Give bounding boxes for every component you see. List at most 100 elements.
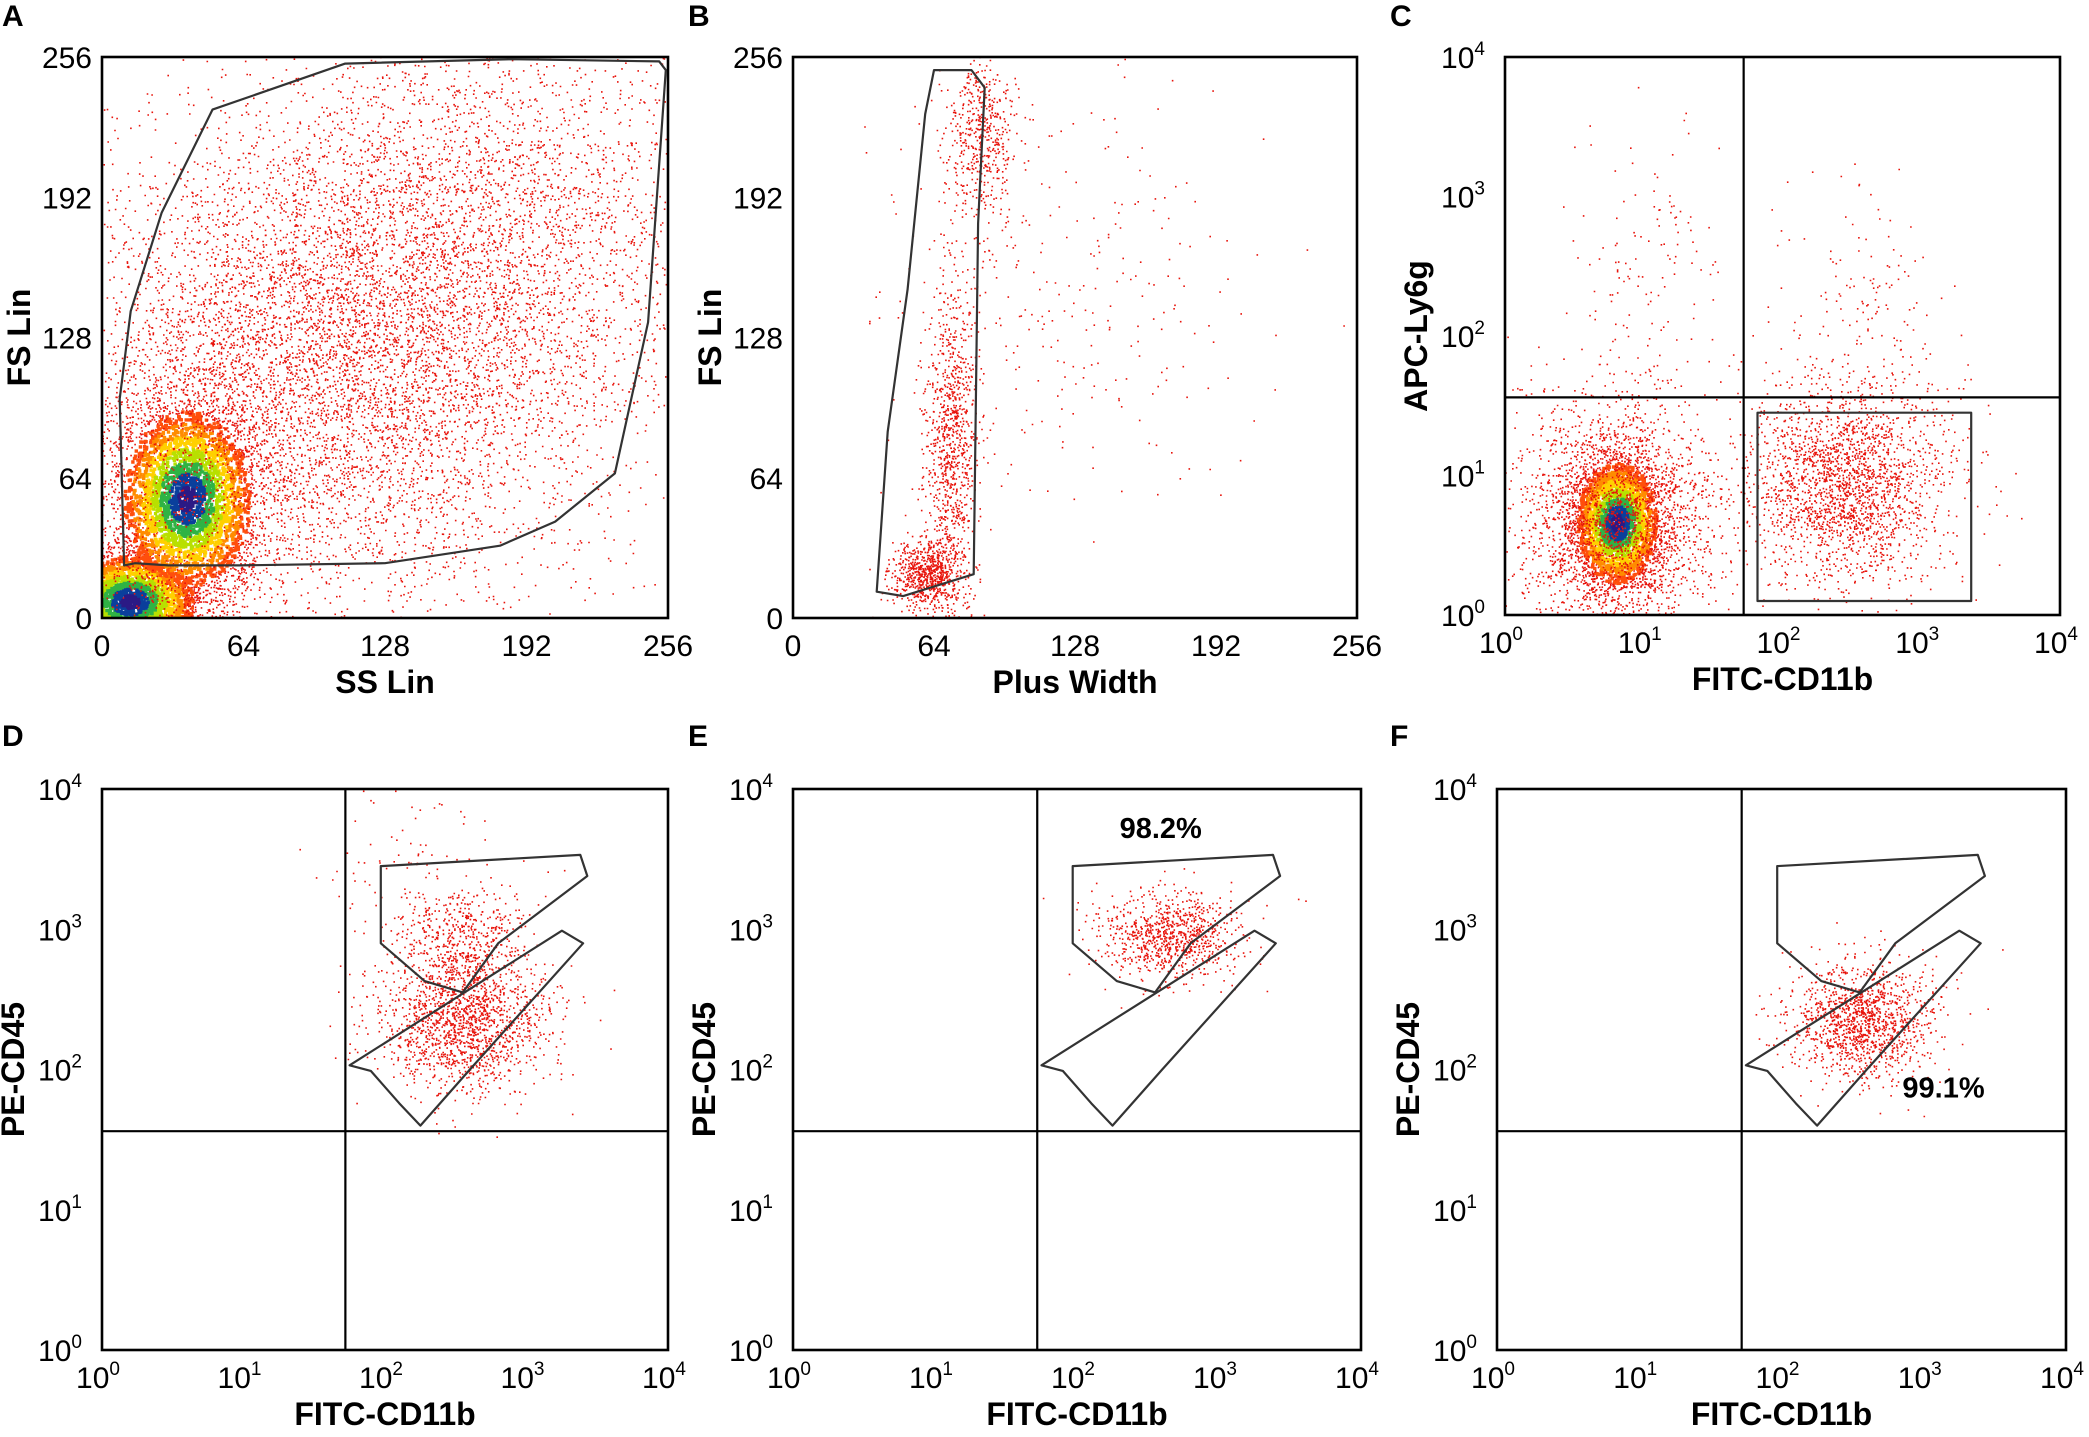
x-tick-label: 102 xyxy=(359,1359,403,1395)
x-tick-label: 192 xyxy=(501,630,551,663)
x-tick-label: 103 xyxy=(1895,624,1939,660)
panel-letter: A xyxy=(2,0,24,33)
cluster-4 xyxy=(864,58,1345,543)
panel-d: 100 101 102 103 104 100 101 102 103 104 FITC-CD11b… xyxy=(0,720,686,1432)
x-axis-label: Plus Width xyxy=(992,664,1157,700)
x-tick-label: 101 xyxy=(909,1359,953,1395)
x-tick-label: 103 xyxy=(1898,1359,1942,1395)
plot-frame xyxy=(791,55,1359,620)
panel-letter: C xyxy=(1390,0,1412,33)
x-axis-label: FITC-CD11b xyxy=(1691,1396,1872,1432)
x-axis-label: FITC-CD11b xyxy=(1692,661,1873,697)
x-tick-label: 104 xyxy=(2040,1359,2084,1395)
density-level-6 xyxy=(111,587,150,617)
x-tick-label: 256 xyxy=(643,630,693,663)
y-axis-label: APC-Ly6g xyxy=(1398,260,1434,412)
y-tick-label: 128 xyxy=(42,323,92,356)
x-tick-label: 0 xyxy=(785,630,802,663)
panel-letter: D xyxy=(2,720,24,753)
x-tick-label: 100 xyxy=(76,1359,120,1395)
plot-frame xyxy=(100,787,670,1352)
x-tick-label: 100 xyxy=(767,1359,811,1395)
y-tick-label: 101 xyxy=(38,1192,82,1228)
scatter-dots xyxy=(349,861,547,1003)
upper-gate[interactable] xyxy=(1776,853,1987,994)
gate-percentage-label: 98.2% xyxy=(1120,813,1202,845)
y-tick-label: 101 xyxy=(1433,1192,1477,1228)
scatter-points xyxy=(102,57,668,618)
cells-gate[interactable] xyxy=(118,58,667,567)
upper-gate[interactable] xyxy=(379,853,589,994)
scatter-dots xyxy=(1732,163,1991,500)
cluster-3 xyxy=(1692,324,2023,615)
x-axis-label: FITC-CD11b xyxy=(294,1396,475,1432)
x-axis-label: SS Lin xyxy=(335,664,435,700)
y-tick-label: 104 xyxy=(729,771,773,807)
y-tick-label: 64 xyxy=(59,463,92,496)
y-tick-label: 104 xyxy=(38,771,82,807)
scatter-points xyxy=(864,57,1345,618)
y-tick-label: 102 xyxy=(38,1052,82,1088)
y-axis-label: PE-CD45 xyxy=(1390,1002,1426,1137)
x-tick-label: 104 xyxy=(2034,624,2078,660)
x-tick-label: 103 xyxy=(1193,1359,1237,1395)
x-tick-label: 101 xyxy=(1618,624,1662,660)
scatter-dots xyxy=(1539,385,1709,615)
upper-gate[interactable] xyxy=(1071,853,1282,994)
y-tick-label: 192 xyxy=(733,182,783,215)
singlets-gate[interactable] xyxy=(875,68,986,598)
x-tick-label: 128 xyxy=(360,630,410,663)
x-tick-label: 104 xyxy=(642,1359,686,1395)
y-tick-label: 101 xyxy=(1441,458,1485,494)
cluster-3 xyxy=(299,790,566,976)
y-tick-label: 103 xyxy=(1441,179,1485,215)
plot-frame xyxy=(791,787,1363,1352)
y-tick-label: 104 xyxy=(1441,39,1485,75)
scatter-dots xyxy=(864,58,1345,543)
x-tick-label: 101 xyxy=(1613,1359,1657,1395)
scatter-dots xyxy=(869,527,982,618)
lower-gate[interactable] xyxy=(1040,929,1277,1127)
panel-e: 98.2% 100 101 102 103 104 100 101 102 103 104 FITC-… xyxy=(686,720,1379,1432)
y-axis-label: PE-CD45 xyxy=(0,1002,31,1137)
y-tick-label: 100 xyxy=(1433,1332,1477,1368)
lower-gate[interactable] xyxy=(1744,929,1982,1127)
cluster-1 xyxy=(349,861,547,1003)
x-tick-label: 102 xyxy=(1756,1359,1800,1395)
y-tick-label: 256 xyxy=(42,42,92,75)
cluster-2 xyxy=(904,178,995,618)
y-tick-label: 128 xyxy=(733,323,783,356)
plot-frame xyxy=(100,55,670,620)
y-tick-label: 0 xyxy=(75,603,92,636)
y-tick-label: 102 xyxy=(729,1052,773,1088)
x-axis-label: FITC-CD11b xyxy=(986,1396,1167,1432)
cd11b-positive-gate[interactable] xyxy=(1756,411,1973,603)
plot-frame xyxy=(1503,55,2062,617)
y-tick-label: 100 xyxy=(1441,597,1485,633)
scatter-dots xyxy=(904,178,995,618)
lower-gate[interactable] xyxy=(348,929,585,1127)
panel-b: 0 64 128 192 256 0 64 128 192 256 Plus Width FS Lin… xyxy=(688,0,1382,700)
scatter-dots xyxy=(920,57,1031,298)
y-axis-label: FS Lin xyxy=(692,289,728,387)
density-level-7 xyxy=(119,594,141,610)
scatter-dots xyxy=(299,790,566,976)
x-tick-label: 192 xyxy=(1191,630,1241,663)
x-tick-label: 102 xyxy=(1757,624,1801,660)
x-tick-label: 64 xyxy=(917,630,950,663)
y-tick-label: 103 xyxy=(729,911,773,947)
x-tick-label: 256 xyxy=(1332,630,1382,663)
y-tick-label: 103 xyxy=(38,911,82,947)
y-tick-label: 192 xyxy=(42,182,92,215)
scatter-dots xyxy=(1755,922,2004,1118)
y-tick-label: 64 xyxy=(750,463,783,496)
x-tick-label: 103 xyxy=(501,1359,545,1395)
panel-f: 99.1% 100 101 102 103 104 100 101 102 103 104 FITC-… xyxy=(1390,720,2084,1432)
y-tick-label: 102 xyxy=(1441,318,1485,354)
scatter-points xyxy=(1755,922,2004,1118)
x-tick-label: 102 xyxy=(1051,1359,1095,1395)
y-tick-label: 100 xyxy=(729,1332,773,1368)
scatter-dots xyxy=(1692,324,2023,615)
scatter-points xyxy=(1505,86,2023,615)
x-tick-label: 64 xyxy=(227,630,260,663)
